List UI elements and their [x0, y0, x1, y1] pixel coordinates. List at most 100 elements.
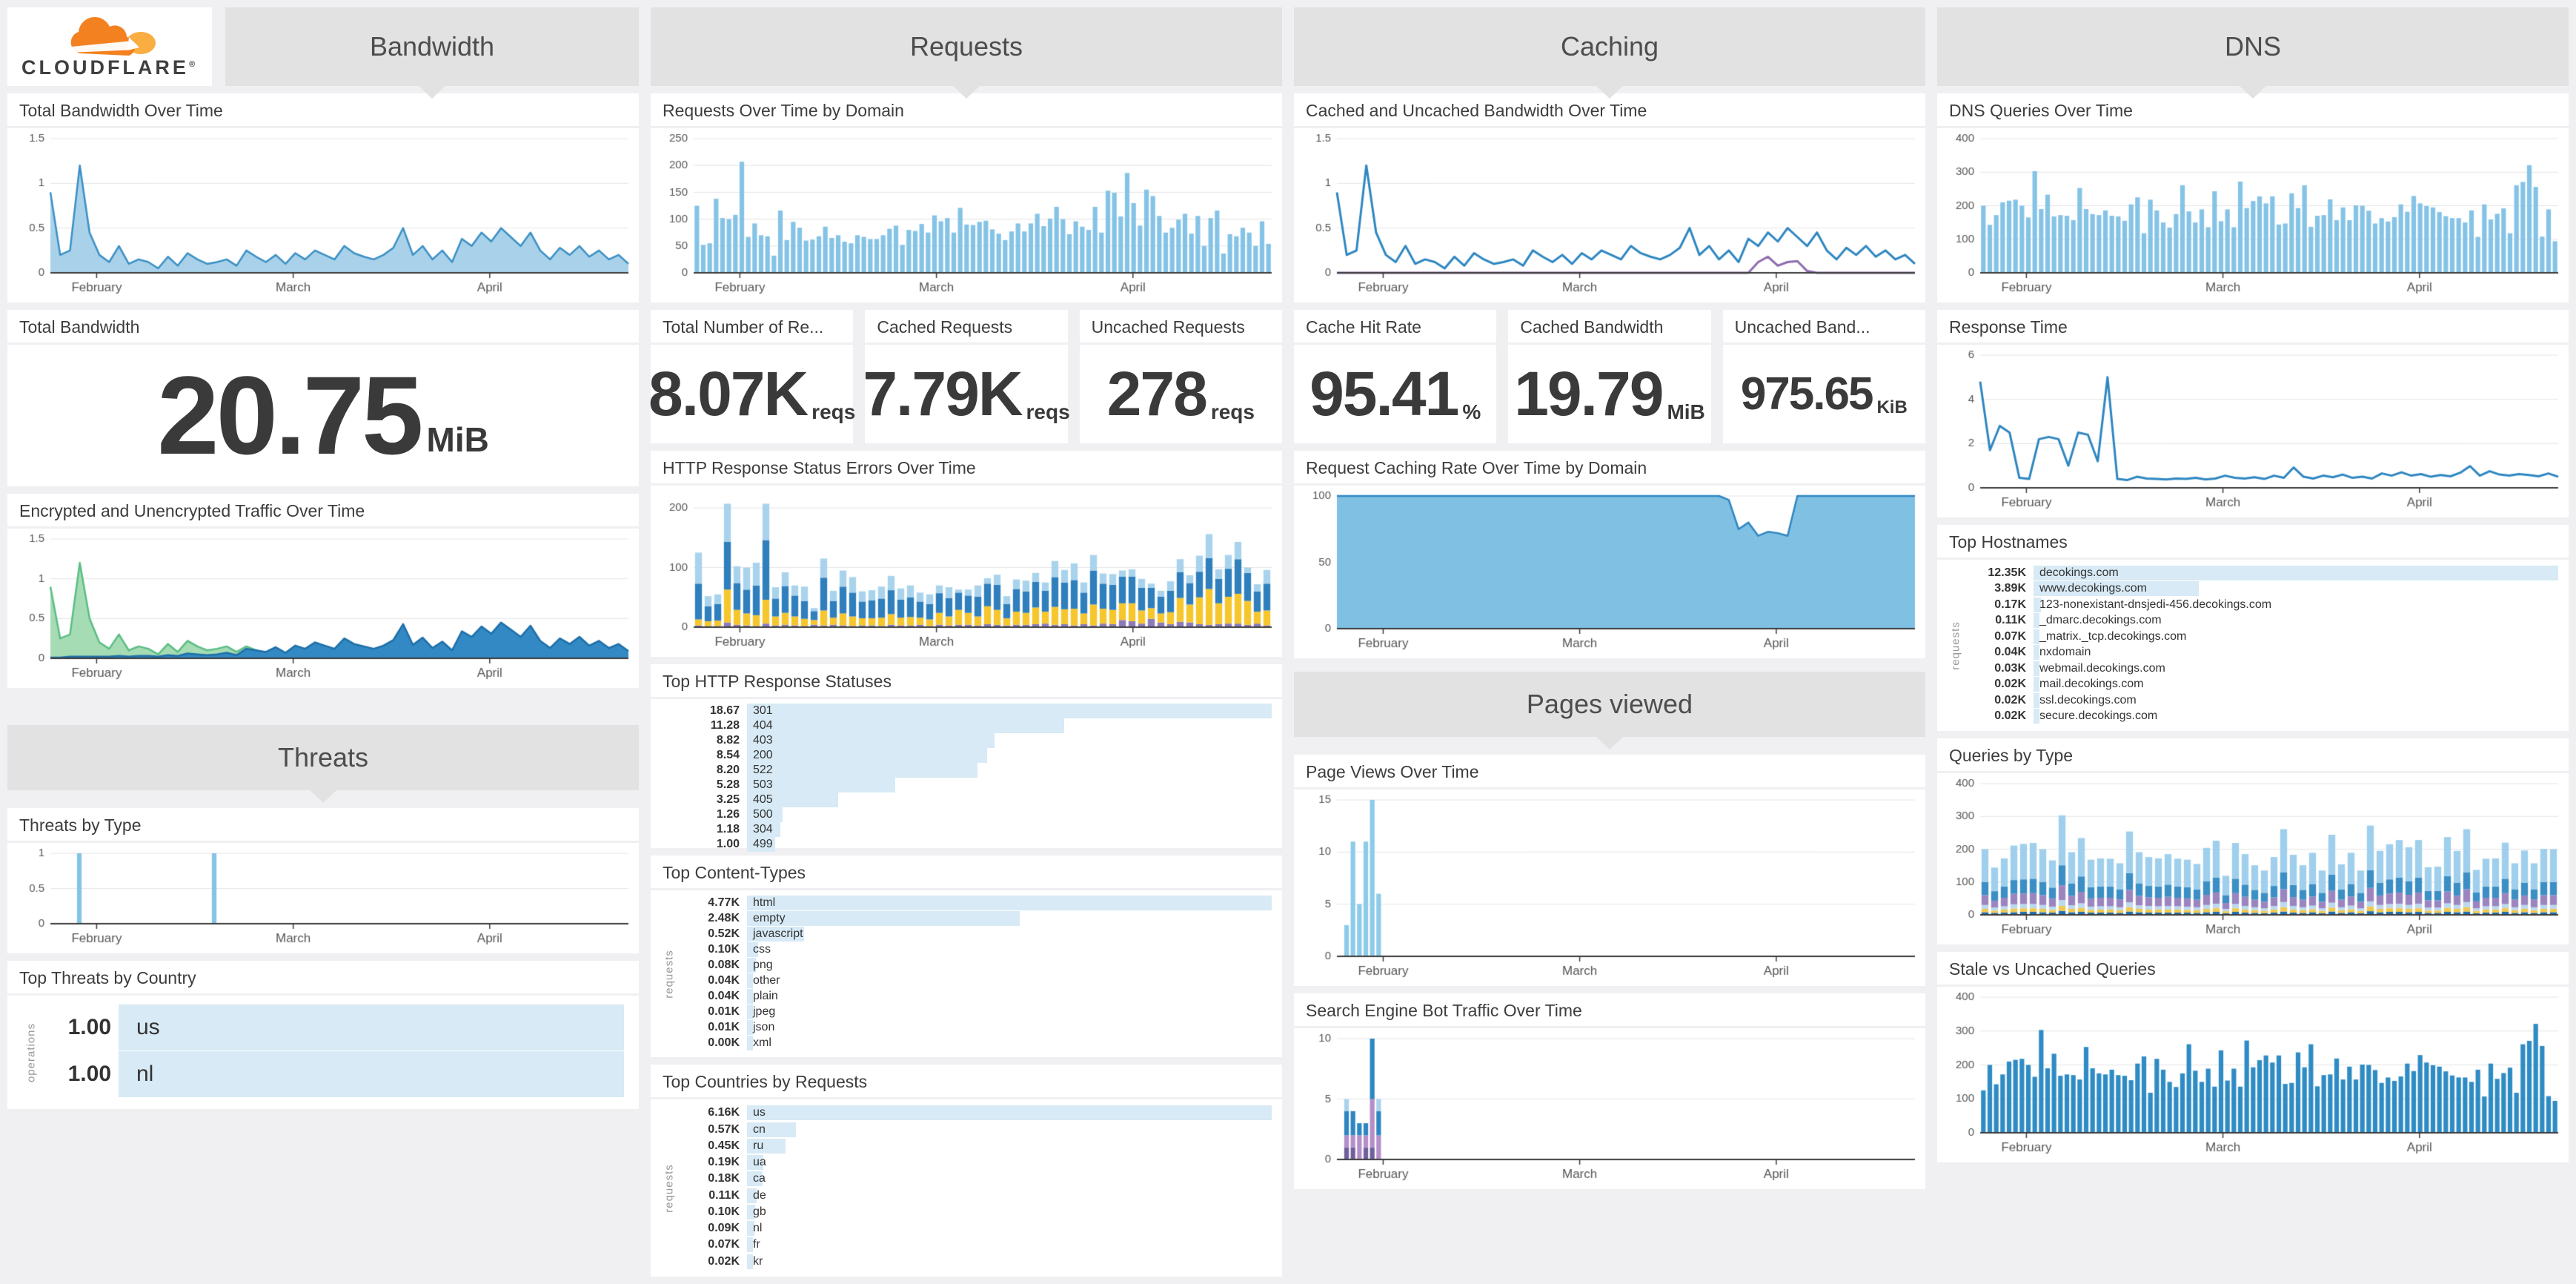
stat-cached-requests: Cached Requests 7.79K reqs: [863, 310, 1070, 443]
list-row[interactable]: 0.52K javascript: [676, 927, 1272, 942]
list-row[interactable]: 8.82 403: [676, 733, 1272, 748]
request-caching-rate-chart[interactable]: [1294, 486, 1925, 658]
encrypted-traffic-chart[interactable]: [7, 529, 639, 688]
row-label: 404: [753, 719, 773, 732]
row-label: html: [753, 896, 776, 909]
list-row[interactable]: 5.28 503: [676, 778, 1272, 792]
list-row[interactable]: 0.02K mail.decokings.com: [1962, 677, 2558, 692]
row-label: de: [753, 1188, 766, 1202]
row-bar: [747, 911, 1020, 926]
panel-bot-traffic: Search Engine Bot Traffic Over Time: [1294, 993, 1925, 1189]
threats-by-type-chart[interactable]: [7, 843, 639, 953]
row-value: 0.10K: [708, 943, 740, 956]
row-bar: [2034, 597, 2041, 612]
row-value: 0.52K: [708, 927, 740, 940]
list-row[interactable]: 2.48K empty: [676, 911, 1272, 926]
section-header-dns: DNS: [1937, 7, 2569, 86]
list-row[interactable]: 0.17K 123-nonexistant-dnsjedi-456.decokin…: [1962, 597, 2558, 612]
panel-title: Top Content-Types: [651, 856, 1282, 890]
row-bar: [747, 1122, 796, 1137]
list-row[interactable]: 0.57K cn: [676, 1122, 1272, 1137]
section-title: Bandwidth: [369, 31, 495, 62]
list-row[interactable]: 1.18 304: [676, 822, 1272, 837]
bot-traffic-chart[interactable]: [1294, 1028, 1925, 1189]
row-bar: [2034, 581, 2199, 597]
list-row[interactable]: 0.02K secure.decokings.com: [1962, 709, 2558, 724]
list-row[interactable]: 3.89K www.decokings.com: [1962, 581, 2558, 597]
stale-uncached-queries-chart[interactable]: [1937, 987, 2569, 1162]
list-row[interactable]: 0.10K css: [676, 942, 1272, 957]
row-bar: [747, 1005, 754, 1019]
row-label: xml: [753, 1036, 771, 1049]
panel-requests-over-time: Requests Over Time by Domain: [651, 93, 1282, 302]
column-requests: Requests Requests Over Time by Domain To…: [648, 7, 1282, 1277]
list-row[interactable]: 0.04K nxdomain: [1962, 645, 2558, 661]
row-value: 0.02K: [708, 1254, 740, 1268]
section-title: Threats: [277, 742, 369, 772]
list-row[interactable]: 1.26 500: [676, 807, 1272, 822]
list-row[interactable]: 0.11K _dmarc.decokings.com: [1962, 613, 2558, 629]
response-time-chart[interactable]: [1937, 345, 2569, 517]
row-label: ru: [753, 1139, 764, 1152]
list-row[interactable]: 0.45K ru: [676, 1138, 1272, 1154]
panel-total-bandwidth: Total Bandwidth 20.75 MiB: [7, 310, 639, 486]
panel-title: Threats by Type: [7, 808, 639, 843]
list-row[interactable]: 0.03K webmail.decokings.com: [1962, 661, 2558, 676]
list-row[interactable]: 0.07K _matrix._tcp.decokings.com: [1962, 629, 2558, 644]
list-row[interactable]: 0.01K jpeg: [676, 1005, 1272, 1019]
list-row[interactable]: 0.10K gb: [676, 1204, 1272, 1220]
section-header-pages-viewed: Pages viewed: [1294, 672, 1925, 737]
row-value: 0.08K: [708, 959, 740, 971]
row-label: www.decokings.com: [2039, 582, 2147, 595]
stat-number: 975.65: [1740, 368, 1874, 420]
list-row[interactable]: 4.77K html: [676, 896, 1272, 910]
row-value: 0.02K: [1994, 709, 2026, 723]
section-header-requests: Requests: [651, 7, 1282, 86]
row-bar: [747, 807, 783, 822]
list-row[interactable]: 0.07K fr: [676, 1237, 1272, 1253]
requests-over-time-chart[interactable]: [651, 128, 1282, 302]
list-row[interactable]: 8.20 522: [676, 763, 1272, 778]
list-row[interactable]: 0.09K nl: [676, 1221, 1272, 1237]
list-row[interactable]: 0.01K json: [676, 1020, 1272, 1035]
list-row[interactable]: 0.02K ssl.decokings.com: [1962, 692, 2558, 708]
list-row[interactable]: 1.00 nl: [37, 1051, 624, 1098]
list-row[interactable]: 18.67 301: [676, 704, 1272, 718]
list-row[interactable]: 8.54 200: [676, 748, 1272, 763]
row-bar: [747, 1036, 754, 1050]
list-row[interactable]: 1.00 us: [37, 1004, 624, 1050]
panel-top-hostnames: Top Hostnames requests 12.35K decokings.c…: [1937, 525, 2569, 731]
list-row[interactable]: 0.00K xml: [676, 1036, 1272, 1050]
stat-unit: reqs: [1210, 400, 1255, 423]
cached-uncached-bandwidth-chart[interactable]: [1294, 128, 1925, 302]
stat-title: Cache Hit Rate: [1294, 310, 1497, 345]
row-value: 0.18K: [708, 1172, 740, 1185]
list-row[interactable]: 0.04K other: [676, 973, 1272, 988]
section-title: DNS: [2224, 31, 2281, 62]
list-row[interactable]: 6.16K us: [676, 1105, 1272, 1121]
list-row[interactable]: 0.08K png: [676, 958, 1272, 973]
row-label: empty: [753, 912, 786, 924]
total-bandwidth-over-time-chart[interactable]: [7, 128, 639, 302]
list-row[interactable]: 0.11K de: [676, 1188, 1272, 1203]
row-bar: [747, 704, 1272, 718]
list-row[interactable]: 12.35K decokings.com: [1962, 565, 2558, 580]
list-row[interactable]: 11.28 404: [676, 718, 1272, 733]
panel-top-statuses: Top HTTP Response Statuses 18.67 301 11.28…: [651, 664, 1282, 852]
page-views-chart[interactable]: [1294, 790, 1925, 986]
list-row[interactable]: 1.00 499: [676, 837, 1272, 852]
list-row[interactable]: 3.25 405: [676, 792, 1272, 807]
list-row[interactable]: 0.18K ca: [676, 1171, 1272, 1187]
list-row[interactable]: 0.02K kr: [676, 1254, 1272, 1269]
queries-by-type-chart[interactable]: [1937, 773, 2569, 944]
row-label: ca: [753, 1172, 766, 1185]
list-row[interactable]: 0.04K plain: [676, 989, 1272, 1004]
stat-number: 20.75: [157, 353, 423, 477]
row-bar: [2034, 709, 2040, 724]
row-bar: [747, 1237, 754, 1253]
stat-title: Uncached Requests: [1079, 310, 1282, 345]
list-row[interactable]: 0.19K ua: [676, 1155, 1272, 1171]
row-value: 0.10K: [708, 1205, 740, 1218]
dns-queries-chart[interactable]: [1937, 128, 2569, 302]
http-errors-chart[interactable]: [651, 486, 1282, 657]
